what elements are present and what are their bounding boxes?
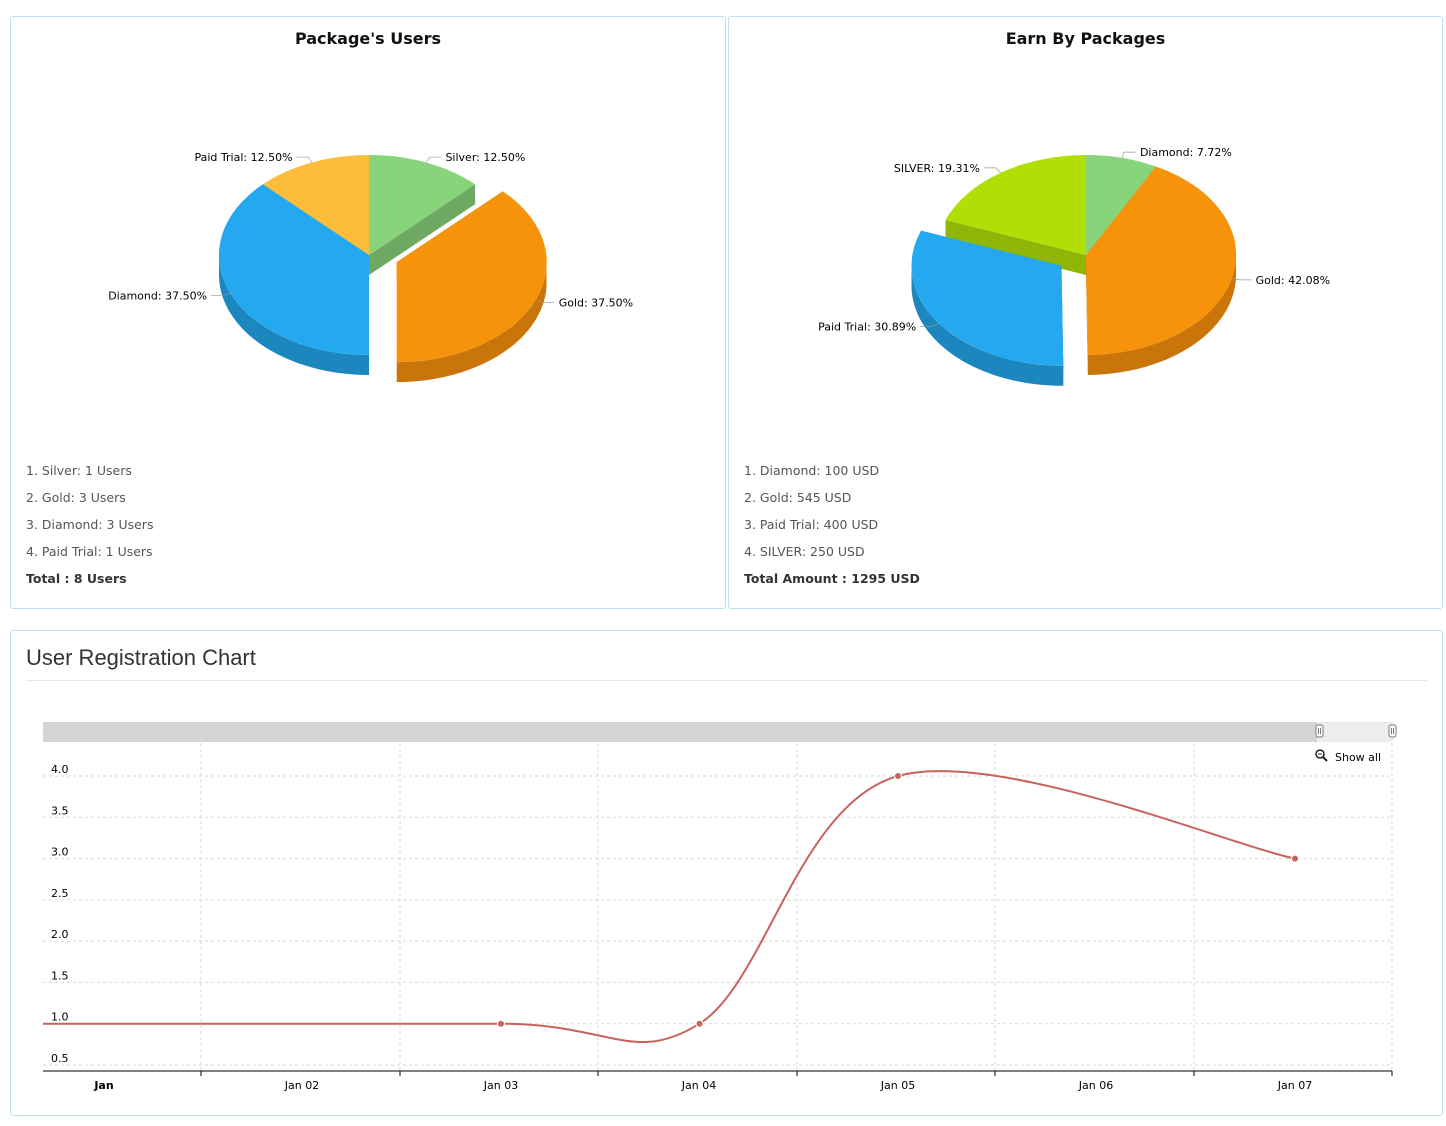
y-tick-label: 1.5 (51, 969, 69, 982)
package-users-pie-chart: Silver: 12.50% Gold: 37.50% Diamond: 37.50… (108, 151, 633, 383)
users-total: Total : 8 Users (26, 571, 127, 586)
pie-slice-silver[interactable] (369, 155, 476, 255)
show-all-button[interactable]: Show all (1315, 749, 1381, 764)
x-tick-label: Jan 03 (483, 1079, 518, 1092)
pie-label-connector (920, 322, 939, 327)
pie-slice-side-gold (396, 267, 547, 383)
y-tick-label: 3.0 (51, 846, 69, 859)
y-tick-label: 4.0 (51, 763, 69, 776)
earn-packages-legend: 1. Diamond: 100 USD 2. Gold: 545 USD 3. … (744, 463, 920, 598)
scrollbar-left-grip[interactable] (1315, 724, 1324, 738)
y-tick-label: 0.5 (51, 1052, 69, 1065)
x-tick-label: Jan 04 (681, 1079, 716, 1092)
pie-label-connector (983, 167, 1001, 174)
registration-data-point[interactable] (1291, 854, 1299, 863)
user-registration-panel: User Registration Chart 0.5 1.0 1.5 2.0 2.5 3… (10, 630, 1443, 1116)
pie-slice-side-diamond (219, 255, 369, 375)
legend-item: 3. Diamond: 3 Users (26, 517, 154, 532)
legend-item: 1. Diamond: 100 USD (744, 463, 880, 478)
pie-slice-side-paid-trial (911, 266, 1064, 386)
package-users-title: Package's Users (294, 29, 442, 48)
registration-series-line (42, 770, 1296, 1044)
earn-packages-panel: Earn By Packages Diamond: 7.72% Gold: 42.… (728, 16, 1443, 609)
zoom-icon (1315, 749, 1325, 759)
earn-total: Total Amount : 1295 USD (744, 571, 920, 586)
pie-slice-edge-silver (369, 184, 476, 275)
pie-slice-diamond[interactable] (1086, 154, 1156, 255)
pie-label-connector (426, 156, 442, 163)
pie-label-connector (1231, 278, 1252, 281)
pie-label-silver: Silver: 12.50% (445, 151, 525, 164)
pie-slice-paid-trial[interactable] (262, 155, 369, 255)
registration-line-chart: 0.5 1.0 1.5 2.0 2.5 3.0 3.5 4.0 Jan Jan 02 Jan 03 J… (42, 722, 1397, 1092)
pie-slice-gold[interactable] (396, 191, 547, 363)
legend-item: 2. Gold: 545 USD (744, 490, 852, 505)
pie-label-paid-trial: Paid Trial: 12.50% (194, 151, 292, 164)
x-tick-label: Jan 02 (284, 1079, 319, 1092)
show-all-label[interactable]: Show all (1335, 751, 1381, 764)
pie-label-connector (296, 156, 312, 163)
pie-slice-paid-trial[interactable] (911, 230, 1064, 366)
chart-grid: 0.5 1.0 1.5 2.0 2.5 3.0 3.5 4.0 Jan Jan 02 Jan 03 J… (43, 743, 1393, 1092)
x-tick-label: Jan 07 (1277, 1079, 1312, 1092)
x-tick-label: Jan 06 (1078, 1079, 1113, 1092)
pie-label-silver: SILVER: 19.31% (894, 162, 980, 175)
legend-item: 4. SILVER: 250 USD (744, 544, 865, 559)
legend-item: 1. Silver: 1 Users (26, 463, 132, 478)
registration-data-point[interactable] (497, 1019, 505, 1028)
pie-slice-edge-silver (945, 219, 1086, 275)
pie-slice-diamond[interactable] (218, 184, 369, 355)
pie-label-connector (211, 292, 231, 296)
pie-label-gold: Gold: 37.50% (559, 297, 633, 310)
title-divider (26, 680, 1427, 681)
scrollbar-selection[interactable] (1317, 722, 1393, 742)
pie-label-connector (1121, 151, 1136, 159)
y-tick-label: 1.0 (51, 1011, 69, 1024)
pie-slice-edge-gold (1086, 255, 1088, 375)
pie-slice-side-gold (1087, 256, 1236, 375)
pie-slice-silver[interactable] (945, 155, 1087, 255)
pie-slice-gold[interactable] (1086, 166, 1237, 356)
legend-item: 3. Paid Trial: 400 USD (744, 517, 879, 532)
scrollbar-track[interactable] (43, 722, 1393, 742)
pie-label-gold: Gold: 42.08% (1256, 274, 1330, 287)
package-users-panel: Package's Users Silver: 12.50% Gold: 37.5… (10, 16, 726, 609)
x-tick-label: Jan (93, 1079, 113, 1092)
legend-item: 2. Gold: 3 Users (26, 490, 126, 505)
registration-chart-title: User Registration Chart (26, 645, 256, 670)
pie-label-diamond: Diamond: 7.72% (1140, 146, 1232, 159)
scrollbar-right-grip[interactable] (1388, 724, 1397, 738)
y-tick-label: 2.0 (51, 928, 69, 941)
registration-data-point[interactable] (695, 1019, 704, 1028)
y-tick-label: 3.5 (51, 804, 69, 817)
pie-label-diamond: Diamond: 37.50% (108, 290, 207, 303)
x-tick-label: Jan 05 (880, 1079, 915, 1092)
y-tick-label: 2.5 (51, 887, 69, 900)
earn-packages-title: Earn By Packages (1005, 29, 1166, 48)
registration-series (42, 770, 1299, 1044)
pie-label-connector (535, 300, 555, 304)
earn-packages-pie-chart: Diamond: 7.72% Gold: 42.08% Paid Trial: 30… (818, 146, 1330, 386)
legend-item: 4. Paid Trial: 1 Users (26, 544, 153, 559)
registration-data-point[interactable] (894, 772, 902, 780)
package-users-legend: 1. Silver: 1 Users 2. Gold: 3 Users 3. D… (26, 463, 153, 598)
pie-label-paid-trial: Paid Trial: 30.89% (818, 321, 916, 334)
